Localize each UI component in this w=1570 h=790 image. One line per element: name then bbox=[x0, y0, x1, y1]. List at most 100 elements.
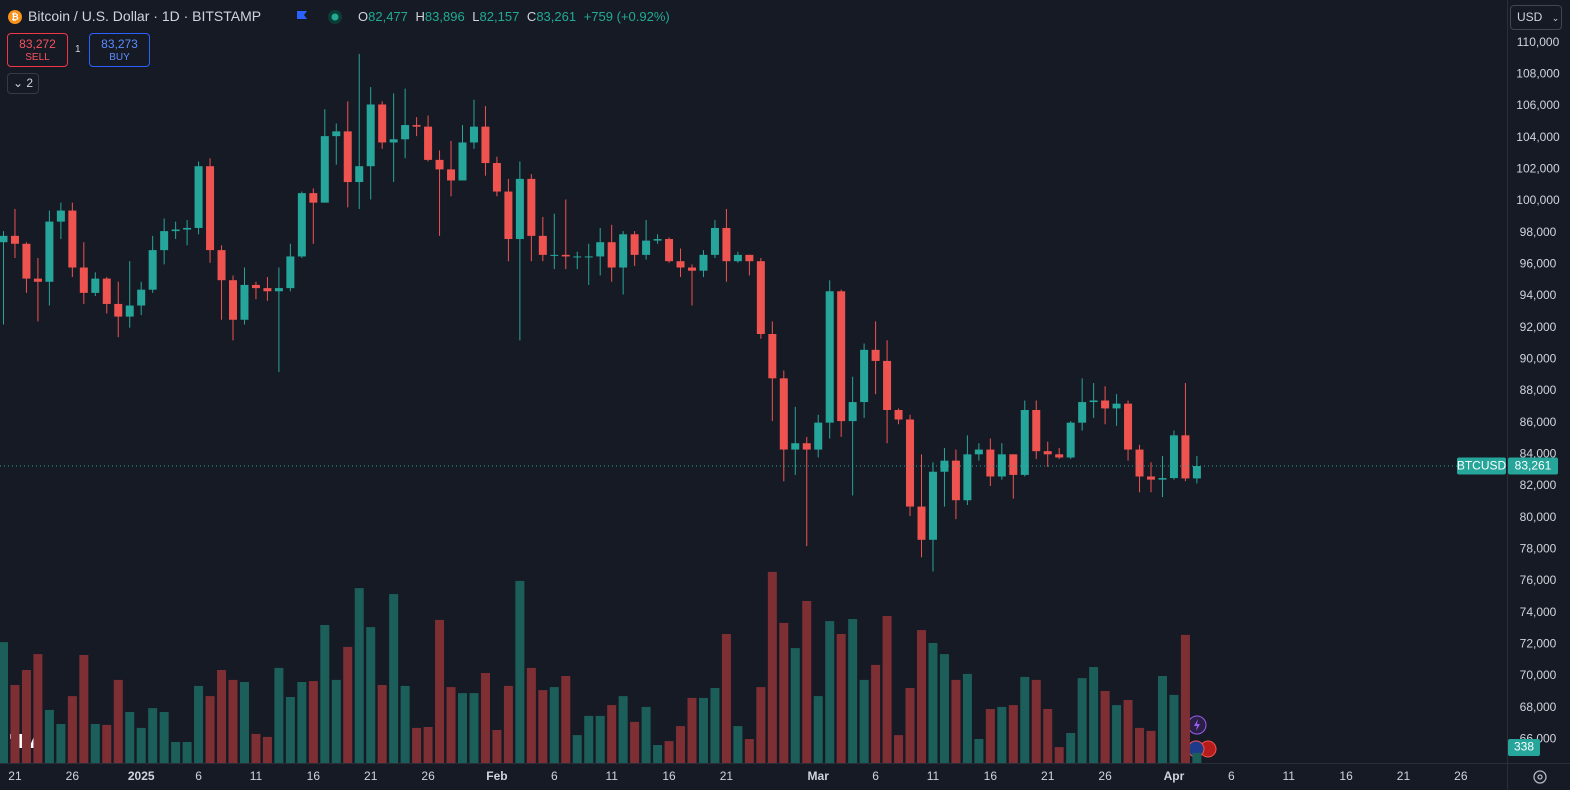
volume-bar bbox=[148, 708, 158, 763]
candle-body bbox=[401, 125, 410, 140]
volume-bar bbox=[251, 733, 261, 763]
volume-badge: 338 bbox=[1514, 740, 1534, 754]
candle-body bbox=[183, 227, 192, 230]
candle-body bbox=[653, 239, 662, 241]
currency-select[interactable]: USD ⌄ bbox=[1510, 5, 1562, 30]
volume-bar bbox=[515, 580, 525, 763]
candle-body bbox=[665, 239, 674, 262]
volume-bar bbox=[194, 685, 204, 763]
candle-body bbox=[79, 267, 88, 293]
volume-bar bbox=[33, 654, 43, 763]
volume-bar bbox=[159, 712, 169, 763]
volume-bar bbox=[687, 697, 697, 763]
volume-bar bbox=[882, 616, 892, 763]
candle-body bbox=[458, 142, 467, 181]
sell-button[interactable]: 83,272 SELL bbox=[7, 33, 68, 67]
candle-body bbox=[1158, 478, 1167, 480]
candle-body bbox=[630, 234, 639, 255]
price-badge: 83,261 bbox=[1515, 459, 1552, 473]
candle-body bbox=[745, 254, 754, 262]
sell-price: 83,272 bbox=[19, 37, 56, 51]
volume-bar bbox=[962, 673, 972, 763]
low-key: L bbox=[472, 9, 480, 24]
candle-body bbox=[1043, 451, 1052, 455]
indicators-toggle[interactable]: ⌄ 2 bbox=[7, 73, 39, 94]
x-tick-label: 16 bbox=[984, 769, 998, 783]
x-tick-label: 11 bbox=[605, 769, 618, 783]
volume-bar bbox=[285, 697, 295, 763]
volume-bar bbox=[939, 654, 949, 763]
y-tick-label: 90,000 bbox=[1520, 352, 1557, 366]
volume-bar bbox=[480, 673, 490, 763]
candle-body bbox=[1055, 454, 1064, 458]
candle-body bbox=[688, 267, 696, 271]
candle-body bbox=[366, 104, 375, 167]
x-tick-label: 11 bbox=[250, 769, 263, 783]
volume-bar bbox=[1146, 730, 1156, 763]
candle-body bbox=[814, 422, 823, 450]
y-tick-label: 100,000 bbox=[1516, 193, 1560, 207]
candle-body bbox=[1124, 403, 1133, 450]
candle-body bbox=[1181, 435, 1190, 479]
high-key: H bbox=[415, 9, 425, 24]
candle-body bbox=[412, 125, 421, 127]
volume-bar bbox=[400, 685, 410, 763]
volume-bar bbox=[871, 664, 881, 763]
volume-bar bbox=[733, 726, 743, 763]
settings-icon[interactable] bbox=[1533, 770, 1547, 784]
candle-body bbox=[1192, 466, 1201, 479]
candle-body bbox=[137, 289, 146, 306]
candle-body bbox=[447, 169, 456, 181]
volume-bar bbox=[813, 696, 823, 763]
volume-bar bbox=[67, 696, 77, 763]
change-value: +759 (+0.92%) bbox=[583, 9, 670, 24]
y-tick-label: 86,000 bbox=[1520, 415, 1557, 429]
candle-body bbox=[435, 159, 444, 170]
volume-bar bbox=[21, 670, 31, 763]
volume-bar bbox=[848, 619, 858, 763]
volume-bar bbox=[985, 709, 995, 763]
price-badge-bg bbox=[1508, 457, 1558, 475]
volume-bar bbox=[744, 739, 754, 763]
y-tick-label: 72,000 bbox=[1520, 636, 1557, 650]
x-tick-label: 26 bbox=[421, 769, 435, 783]
volume-bar bbox=[894, 735, 904, 763]
flag-icon[interactable] bbox=[297, 11, 307, 19]
event-icons[interactable] bbox=[1187, 715, 1217, 758]
volume-bar bbox=[492, 730, 502, 763]
volume-bar bbox=[377, 685, 387, 763]
volume-bar bbox=[56, 724, 66, 763]
candle-body bbox=[355, 166, 364, 183]
volume-bar bbox=[1043, 709, 1053, 763]
volume-bar bbox=[779, 622, 789, 763]
volume-bar bbox=[125, 712, 135, 763]
volume-bar bbox=[618, 696, 628, 763]
volume-bar bbox=[584, 715, 594, 763]
low-value: 82,157 bbox=[479, 9, 520, 24]
candle-body bbox=[917, 506, 926, 540]
volume-bar bbox=[469, 693, 479, 763]
candle-body bbox=[1020, 409, 1029, 475]
volume-bar bbox=[320, 625, 330, 763]
candle-body bbox=[22, 243, 31, 279]
candle-body bbox=[114, 303, 123, 317]
high-value: 83,896 bbox=[424, 9, 465, 24]
x-tick-label: 21 bbox=[1397, 769, 1411, 783]
buy-button[interactable]: 83,273 BUY bbox=[89, 33, 150, 67]
volume-bar bbox=[217, 670, 227, 763]
candle-body bbox=[332, 131, 341, 137]
y-tick-label: 106,000 bbox=[1516, 98, 1560, 112]
symbol-icon bbox=[8, 10, 22, 24]
symbol-title[interactable]: Bitcoin / U.S. Dollar · 1D · BITSTAMP bbox=[28, 8, 262, 24]
candle-body bbox=[1089, 400, 1098, 403]
candle-body bbox=[802, 443, 811, 450]
candle-body bbox=[538, 235, 547, 255]
volume-bar bbox=[389, 594, 399, 763]
currency-label: USD bbox=[1517, 10, 1543, 24]
candle-body bbox=[561, 254, 570, 257]
volume-bar bbox=[756, 687, 766, 763]
candle-body bbox=[860, 349, 869, 403]
volume-bar bbox=[802, 601, 812, 763]
volume-bar bbox=[1020, 676, 1030, 763]
close-value: 83,261 bbox=[536, 9, 577, 24]
